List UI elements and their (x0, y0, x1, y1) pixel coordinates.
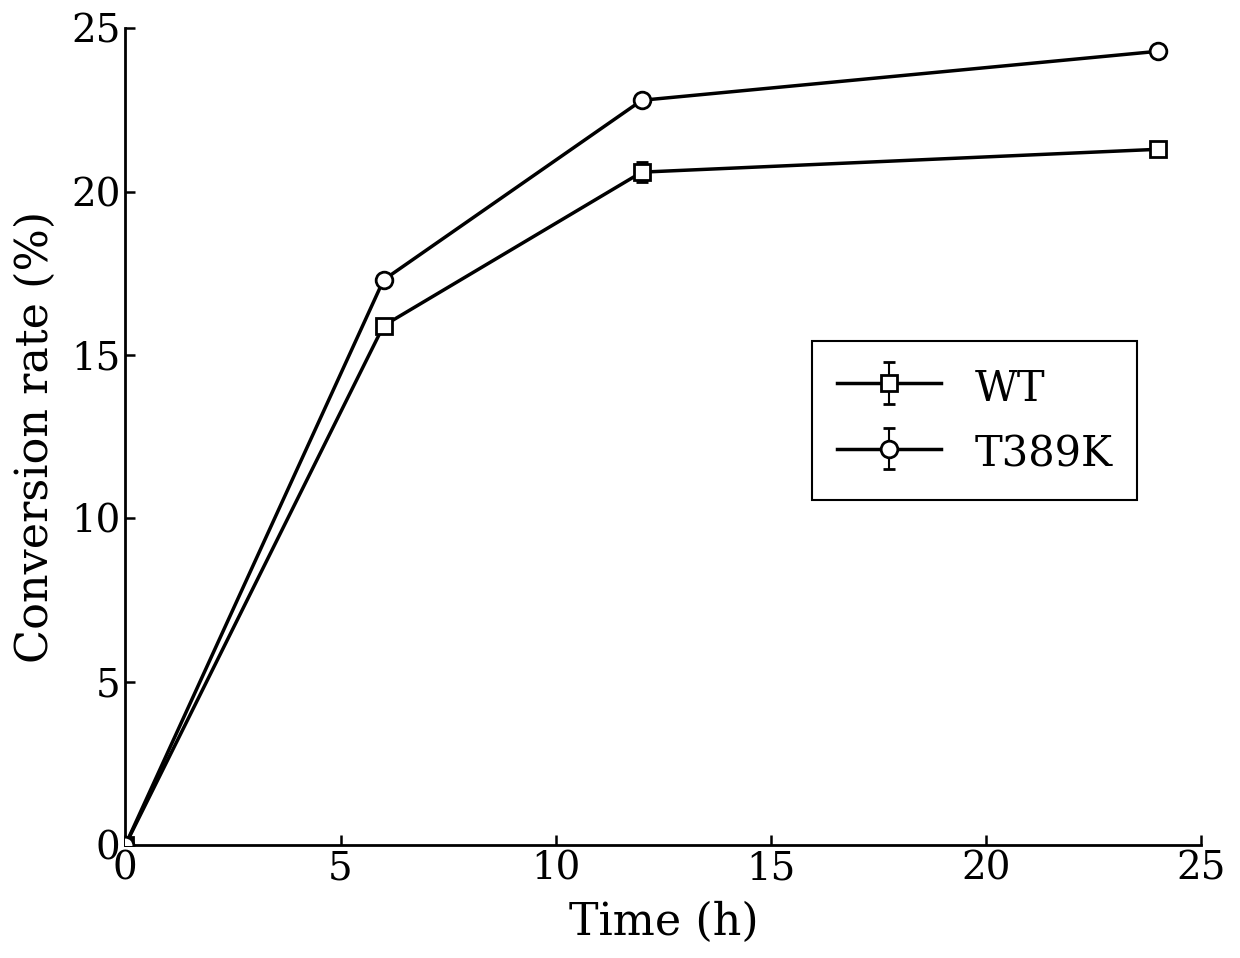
X-axis label: Time (h): Time (h) (568, 901, 758, 945)
Y-axis label: Conversion rate (%): Conversion rate (%) (14, 211, 57, 663)
Legend: WT, T389K: WT, T389K (812, 341, 1137, 500)
